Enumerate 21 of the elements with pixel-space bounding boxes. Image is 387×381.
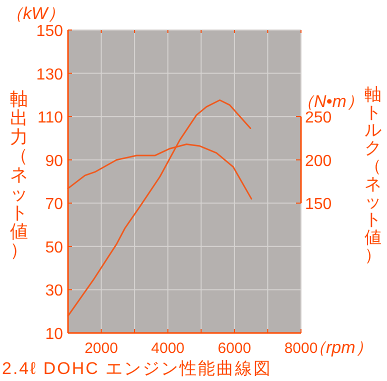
x-tick-label: 2000 — [84, 340, 118, 357]
text: 2.4ℓ DOHC エンジン性能曲線図 — [2, 359, 272, 378]
y-tick-label: 110 — [37, 110, 64, 127]
annotation: （N•m） — [297, 92, 364, 111]
y-tick-label: 70 — [45, 196, 64, 214]
x-tick-label: 4000 — [151, 340, 185, 357]
text: （kW） — [6, 4, 65, 23]
text: 軸出力（ネット値） — [10, 89, 28, 260]
line-series — [67, 99, 252, 317]
x-tick-label: 6000 — [218, 340, 252, 357]
y2-tick-label: 200 — [305, 152, 332, 170]
y2-tick-label: 150 — [305, 196, 332, 214]
y-tick-label: 90 — [45, 152, 64, 170]
text: 軸トルク（ネット値） — [364, 85, 382, 265]
y-tick-label: 130 — [36, 66, 64, 84]
y2-tick-label: 250 — [305, 110, 332, 127]
y-tick-label: 150 — [36, 23, 64, 40]
y-tick-label: 50 — [45, 239, 64, 256]
y-tick-label: 10 — [45, 326, 64, 343]
x-tick-label: 8000 — [284, 340, 318, 357]
y-tick-label: 30 — [45, 282, 64, 300]
